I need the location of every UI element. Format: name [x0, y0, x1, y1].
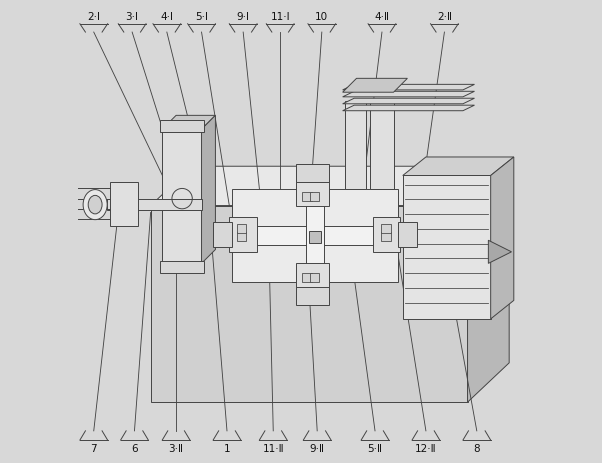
Polygon shape — [162, 116, 216, 130]
Bar — [237, 232, 246, 242]
Polygon shape — [345, 102, 366, 190]
Polygon shape — [403, 157, 514, 176]
Text: 12·Ⅱ: 12·Ⅱ — [415, 444, 436, 453]
Polygon shape — [160, 262, 204, 273]
Text: 5·Ⅰ: 5·Ⅰ — [195, 12, 208, 22]
Polygon shape — [229, 218, 257, 252]
Polygon shape — [398, 222, 417, 248]
Polygon shape — [343, 79, 408, 93]
Text: 1: 1 — [224, 444, 231, 453]
Polygon shape — [370, 102, 394, 190]
Polygon shape — [488, 241, 512, 264]
Bar — [237, 225, 246, 234]
Polygon shape — [213, 222, 232, 248]
Polygon shape — [343, 92, 474, 98]
Text: 5·Ⅱ: 5·Ⅱ — [367, 444, 382, 453]
Text: 11·Ⅰ: 11·Ⅰ — [270, 12, 290, 22]
Polygon shape — [150, 167, 509, 206]
Text: 2·Ⅱ: 2·Ⅱ — [437, 12, 452, 22]
Ellipse shape — [83, 190, 107, 220]
Text: 4·Ⅱ: 4·Ⅱ — [374, 12, 389, 22]
Bar — [382, 232, 391, 242]
Ellipse shape — [88, 196, 102, 214]
Text: 3·Ⅱ: 3·Ⅱ — [169, 444, 184, 453]
Polygon shape — [160, 121, 204, 132]
Polygon shape — [162, 130, 202, 264]
Bar — [302, 192, 312, 201]
Text: 9·Ⅱ: 9·Ⅱ — [309, 444, 324, 453]
Text: 6: 6 — [131, 444, 138, 453]
Text: 4·Ⅰ: 4·Ⅰ — [160, 12, 173, 22]
Text: 11·Ⅱ: 11·Ⅱ — [262, 444, 284, 453]
Polygon shape — [468, 167, 509, 402]
Bar — [309, 232, 321, 244]
Polygon shape — [296, 181, 329, 206]
Bar — [382, 225, 391, 234]
Polygon shape — [110, 183, 138, 227]
Text: 8: 8 — [474, 444, 480, 453]
Text: 3·Ⅰ: 3·Ⅰ — [126, 12, 138, 22]
Bar — [310, 192, 319, 201]
Polygon shape — [343, 99, 474, 105]
Polygon shape — [227, 227, 403, 245]
Text: 2·Ⅰ: 2·Ⅰ — [87, 12, 101, 22]
Text: 9·Ⅰ: 9·Ⅰ — [237, 12, 250, 22]
Bar — [310, 273, 319, 282]
Polygon shape — [491, 157, 514, 319]
Polygon shape — [150, 206, 468, 402]
Bar — [302, 273, 312, 282]
Text: 7: 7 — [90, 444, 97, 453]
Polygon shape — [373, 218, 400, 252]
Polygon shape — [296, 164, 329, 183]
Text: 10: 10 — [315, 12, 328, 22]
Polygon shape — [403, 176, 491, 319]
Polygon shape — [296, 287, 329, 306]
Polygon shape — [343, 106, 474, 112]
Polygon shape — [202, 116, 216, 264]
Polygon shape — [232, 190, 398, 282]
Polygon shape — [296, 264, 329, 289]
Polygon shape — [306, 183, 324, 289]
Polygon shape — [343, 85, 474, 91]
Polygon shape — [107, 199, 202, 211]
